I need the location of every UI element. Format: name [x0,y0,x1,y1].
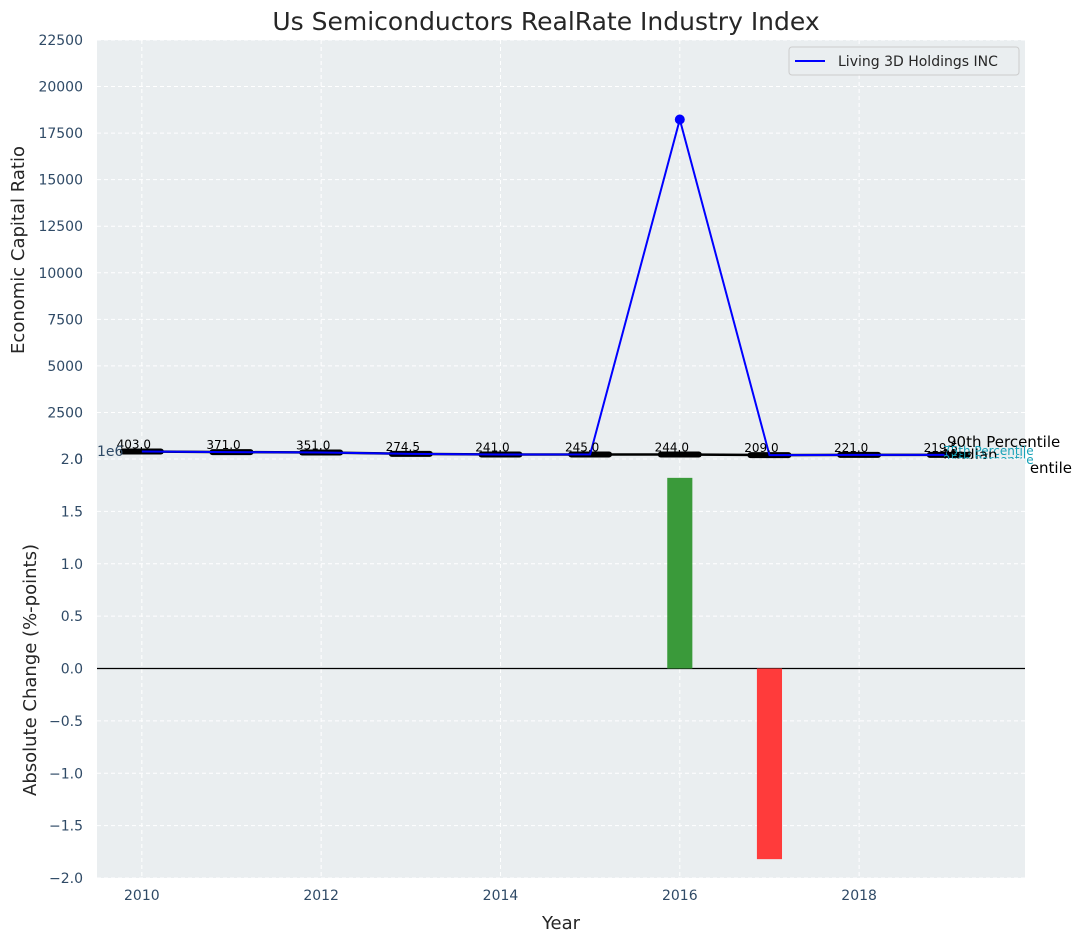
data-label: 274.5 [386,440,420,454]
data-label: 245.0 [565,440,599,454]
annotation-90th-percentile: 90th Percentile [947,433,1060,451]
top-y-tick-label: 0 [74,452,83,468]
legend-label: Living 3D Holdings INC [838,54,998,70]
bottom-panel: −2.0 −1.5 −1.0 −0.5 0.0 0.5 1.0 1.5 2.0 2010 2012 2… [20,452,1025,934]
top-y-tick-label: 15000 [38,173,83,189]
bottom-marks [97,477,1025,860]
annotation-percentile-cut: entile [1030,459,1072,477]
x-tick-label: 2010 [124,888,160,904]
top-y-tick-label: 5000 [47,359,83,375]
x-tick-label: 2016 [662,888,698,904]
top-y-tick-label: 20000 [38,80,83,96]
offset-text: 1e6 [97,444,124,460]
top-panel: 0 2500 5000 7500 10000 12500 15000 17500 20000 22… [8,7,1072,477]
chart-title: Us Semiconductors RealRate Industry Inde… [272,7,819,36]
bottom-y-tick-label: −2.0 [49,871,83,887]
data-label: 219.5 [924,441,958,455]
data-label: 403.0 [117,437,151,451]
bottom-y-tick-label: 1.0 [61,557,83,573]
top-y-ticks: 0 2500 5000 7500 10000 12500 15000 17500 20000 22… [38,33,83,468]
legend-box [788,46,1020,76]
change-bar [667,477,693,669]
data-label: 351.0 [296,438,330,452]
data-label: 209.0 [744,441,778,455]
bottom-y-tick-label: −1.5 [49,819,83,835]
x-axis-label: Year [541,913,581,934]
top-y-tick-label: 7500 [47,312,83,328]
top-y-axis-label: Economic Capital Ratio [8,146,29,354]
change-bar [756,668,783,860]
x-tick-label: 2014 [483,888,519,904]
top-y-tick-label: 12500 [38,219,83,235]
data-label: 221.0 [834,441,868,455]
top-marks: 403.0 371.0 351.0 274.5 241.0 245.0 244.0 209.0… [117,114,971,459]
bottom-y-axis-label: Absolute Change (%-points) [20,544,41,796]
bottom-y-tick-label: 2.0 [61,452,83,468]
bottom-y-tick-label: 0.0 [61,662,83,678]
top-y-tick-label: 17500 [38,126,83,142]
bottom-y-tick-label: −0.5 [49,714,83,730]
bottom-y-tick-label: −1.0 [49,766,83,782]
x-tick-label: 2012 [303,888,339,904]
top-grid [97,39,1025,460]
company-peak-point [674,114,685,125]
company-line [141,115,949,457]
top-y-tick-label: 2500 [47,405,83,421]
bottom-y-tick-label: 1.5 [61,504,83,520]
top-y-tick-label: 10000 [38,266,83,282]
legend: Living 3D Holdings INC [788,46,1020,76]
annotation-75th-percentile: 75th Percentile [943,444,1034,458]
x-tick-label: 2018 [841,888,877,904]
top-plot-area [97,40,1025,459]
data-label: 241.0 [475,441,509,455]
bottom-y-tick-label: 0.5 [61,609,83,625]
data-label: 371.0 [206,438,240,452]
top-y-tick-label: 22500 [38,33,83,49]
data-label: 244.0 [655,440,689,454]
bottom-ticks: −2.0 −1.5 −1.0 −0.5 0.0 0.5 1.0 1.5 2.0 2010 2012 2… [49,452,877,904]
